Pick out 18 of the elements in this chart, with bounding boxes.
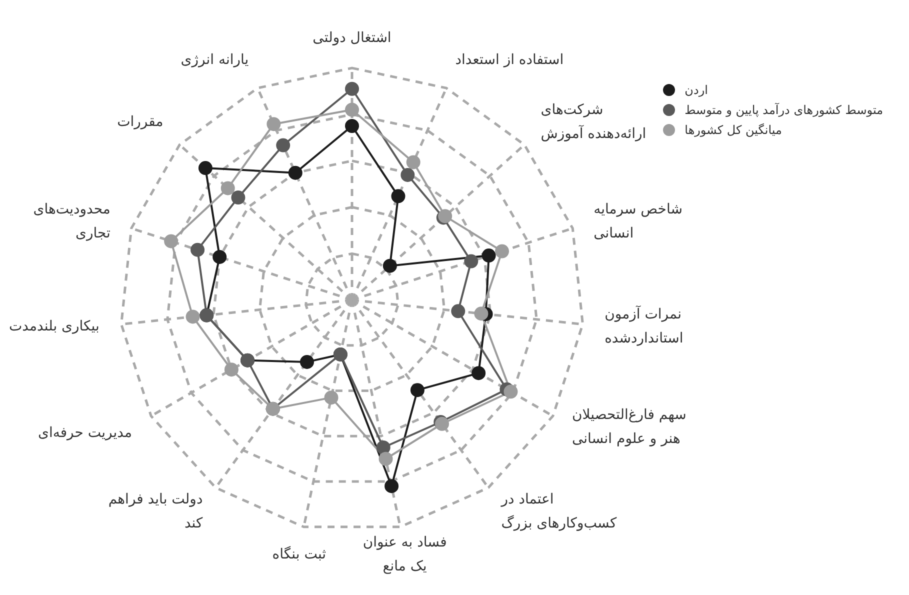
legend-label: متوسط کشورهای درآمد پایین و متوسط	[684, 103, 883, 117]
spoke-label: اشتغال دولتی	[312, 30, 392, 46]
spoke-label: استفاده از استعداد	[455, 52, 564, 68]
legend-label: میانگین کل کشورها	[684, 123, 782, 137]
spoke-label: ثبت بنگاه	[272, 545, 326, 562]
spoke-label: مدیریت حرفه‌ای	[38, 425, 132, 441]
spoke-label: نمرات آزمون استانداردشده	[604, 304, 684, 347]
spoke-label: یارانه انرژی	[180, 52, 249, 68]
spoke-label: فساد به عنوان یک مانع	[362, 534, 447, 574]
spoke-label: اعتماد در کسب‌وکارهای بزرگ	[500, 491, 617, 532]
spoke-label: شاخص سرمایه انسانی	[594, 202, 682, 242]
spoke-label: سهم فارغ‌التحصیلان هنر و علوم انسانی	[572, 407, 686, 447]
spoke-label: مقررات	[117, 114, 164, 130]
spoke-label: بیکاری بلندمدت	[8, 318, 100, 335]
legend-label: اردن	[684, 83, 708, 97]
spoke-label: محدودیت‌های تجاری	[33, 202, 111, 242]
spoke-label: شرکت‌های ارائه‌دهنده آموزش	[540, 102, 646, 142]
spoke-label: دولت باید فراهم کند	[108, 491, 204, 532]
